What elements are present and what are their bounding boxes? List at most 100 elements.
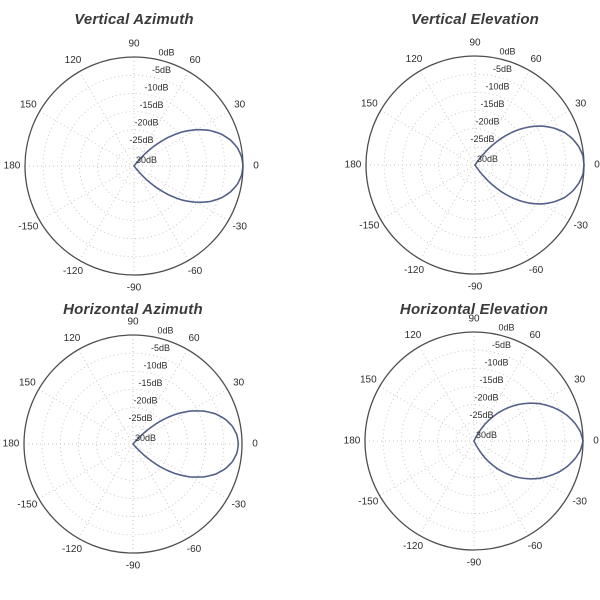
polar-plot-horizontal-azimuth: 0 30 60 90 120 150 180 -150 -120 -90 -60 -30 0dB -5dB… bbox=[3, 317, 259, 572]
radial-tick-label: -10dB bbox=[143, 361, 167, 371]
grid-ring bbox=[97, 129, 171, 203]
grid-ring bbox=[42, 74, 226, 258]
angle-tick-label: -90 bbox=[126, 561, 141, 572]
grid-ring bbox=[41, 352, 225, 536]
radial-tick-label: -5dB bbox=[151, 343, 170, 353]
radial-tick-label: 30dB bbox=[477, 154, 498, 164]
radial-tick-label: 30dB bbox=[476, 430, 497, 440]
radial-tick-label: -25dB bbox=[129, 135, 153, 145]
grid-spoke bbox=[379, 440, 475, 496]
angle-tick-label: -150 bbox=[358, 497, 378, 508]
grid-spoke bbox=[419, 346, 475, 442]
angle-tick-label: -150 bbox=[18, 222, 38, 233]
radial-tick-label: -20dB bbox=[474, 392, 498, 402]
angle-tick-label: -60 bbox=[528, 541, 543, 552]
angle-tick-label: -90 bbox=[467, 558, 482, 569]
grid-spoke bbox=[380, 164, 476, 220]
angle-tick-label: 90 bbox=[128, 39, 140, 50]
radial-tick-label: -5dB bbox=[493, 64, 512, 74]
plot-title-horizontal-azimuth: Horizontal Azimuth bbox=[63, 301, 203, 318]
angle-tick-label: 60 bbox=[189, 55, 201, 66]
grid-spoke bbox=[78, 443, 134, 539]
radial-tick-label: -15dB bbox=[479, 375, 503, 385]
angle-tick-label: 120 bbox=[65, 55, 82, 66]
angle-tick-label: -150 bbox=[359, 221, 379, 232]
angle-tick-label: 90 bbox=[469, 38, 481, 49]
angle-tick-label: 150 bbox=[360, 375, 377, 386]
radial-tick-label: -5dB bbox=[492, 340, 511, 350]
angle-tick-label: -120 bbox=[63, 266, 83, 277]
radial-tick-label: -20dB bbox=[133, 395, 157, 405]
grid-ring bbox=[60, 92, 208, 240]
angle-tick-label: 180 bbox=[3, 439, 20, 450]
polar-plot-vertical-elevation: 0 30 60 90 120 150 180 -150 -120 -90 -60 -30 0dB -5dB… bbox=[345, 38, 600, 293]
radial-tick-label: -10dB bbox=[485, 82, 509, 92]
angle-tick-label: -30 bbox=[232, 222, 247, 233]
grid-spoke bbox=[39, 165, 135, 221]
grid-ring bbox=[382, 349, 566, 533]
angle-tick-label: 60 bbox=[530, 54, 542, 65]
radial-tick-label: -10dB bbox=[484, 358, 508, 368]
radial-tick-label: -25dB bbox=[470, 134, 494, 144]
angle-tick-label: -120 bbox=[404, 265, 424, 276]
gain-pattern-curve bbox=[474, 125, 585, 205]
angle-tick-label: 120 bbox=[405, 330, 422, 341]
gain-pattern-curve bbox=[132, 410, 240, 478]
grid-spoke bbox=[420, 164, 476, 260]
angle-tick-label: 0 bbox=[594, 160, 600, 171]
grid-ring bbox=[401, 91, 549, 239]
angle-tick-label: 120 bbox=[406, 54, 423, 65]
grid-ring bbox=[59, 370, 207, 518]
grid-ring bbox=[115, 147, 153, 185]
grid-ring bbox=[438, 128, 512, 202]
angle-tick-label: -60 bbox=[188, 266, 203, 277]
grid-spoke bbox=[380, 110, 476, 166]
angle-tick-label: -60 bbox=[187, 544, 202, 555]
grid-ring bbox=[455, 422, 493, 460]
angle-tick-label: -60 bbox=[529, 265, 544, 276]
angle-tick-label: 150 bbox=[20, 100, 37, 111]
angle-tick-label: 0 bbox=[593, 436, 599, 447]
outer-ring bbox=[23, 334, 243, 554]
grid-ring bbox=[420, 110, 530, 220]
angle-tick-label: 0 bbox=[252, 439, 258, 450]
angle-tick-label: -120 bbox=[403, 541, 423, 552]
radial-tick-label: -5dB bbox=[152, 65, 171, 75]
grid-spoke bbox=[79, 165, 135, 261]
radial-tick-label: 30dB bbox=[136, 155, 157, 165]
grid-ring bbox=[78, 389, 188, 499]
angle-tick-label: -30 bbox=[573, 221, 588, 232]
radial-tick-label: -25dB bbox=[128, 413, 152, 423]
grid-spoke bbox=[379, 386, 475, 442]
angle-tick-label: 180 bbox=[344, 436, 361, 447]
grid-ring bbox=[456, 146, 494, 184]
gain-pattern-curve bbox=[473, 402, 584, 480]
grid-ring bbox=[383, 73, 567, 257]
radial-tick-label: -20dB bbox=[134, 117, 158, 127]
angle-tick-label: 60 bbox=[529, 330, 541, 341]
radial-tick-label: 30dB bbox=[135, 433, 156, 443]
grid-ring bbox=[79, 111, 189, 221]
angle-tick-label: 180 bbox=[4, 161, 21, 172]
grid-spoke bbox=[420, 70, 476, 166]
angle-tick-label: 150 bbox=[19, 378, 36, 389]
plot-title-horizontal-elevation: Horizontal Elevation bbox=[399, 301, 549, 318]
radial-tick-label: 0dB bbox=[498, 323, 514, 333]
radial-tick-label: 0dB bbox=[499, 47, 515, 57]
angle-tick-label: -90 bbox=[468, 282, 483, 293]
angle-tick-label: 60 bbox=[188, 333, 200, 344]
angle-tick-label: -30 bbox=[572, 497, 587, 508]
radial-tick-label: -15dB bbox=[138, 378, 162, 388]
angle-tick-label: 30 bbox=[575, 99, 587, 110]
radial-tick-label: -15dB bbox=[480, 99, 504, 109]
radial-tick-label: -25dB bbox=[469, 410, 493, 420]
polar-plot-horizontal-elevation: 0 30 60 90 120 150 180 -150 -120 -90 -60 -30 0dB -5dB… bbox=[344, 314, 600, 569]
grid-spoke bbox=[419, 440, 475, 536]
angle-tick-label: -150 bbox=[17, 500, 37, 511]
angle-tick-label: 90 bbox=[468, 314, 480, 325]
angle-tick-label: 0 bbox=[253, 161, 259, 172]
angle-tick-label: 30 bbox=[234, 100, 246, 111]
radial-tick-label: -15dB bbox=[139, 100, 163, 110]
grid-spoke bbox=[39, 111, 135, 167]
